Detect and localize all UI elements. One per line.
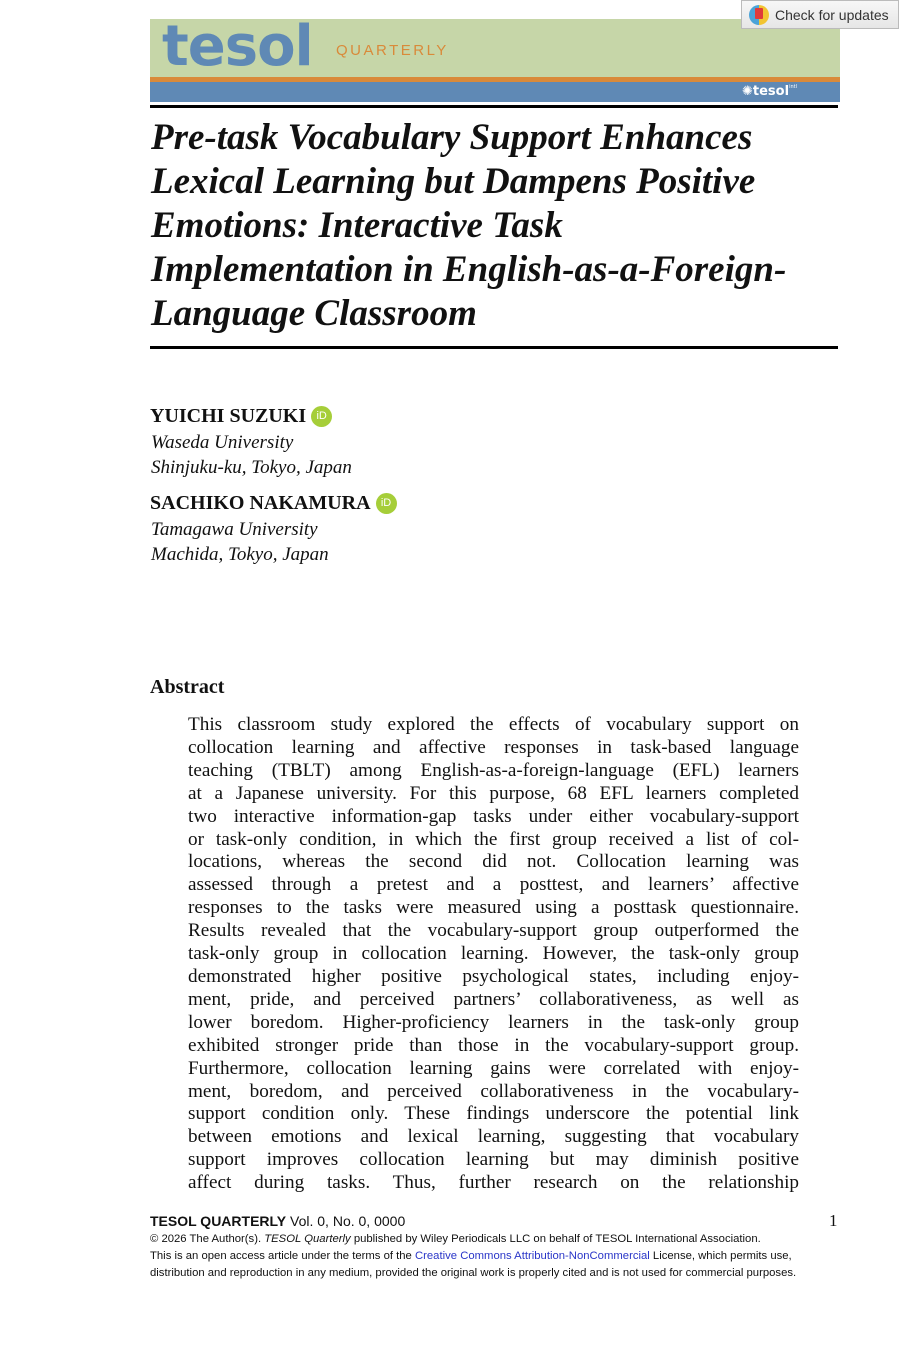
abstract-line: ment, boredom, and perceived collaborati… [188, 1080, 799, 1102]
license-link[interactable]: Creative Commons Attribution-NonCommerci… [414, 1250, 650, 1262]
abstract-line: locations, whereas the second did not. C… [188, 851, 799, 873]
bottom-rule [150, 346, 838, 349]
abstract-line: demonstrated higher positive psychologic… [188, 965, 799, 987]
abstract-line: support condition only. These findings u… [188, 1103, 799, 1125]
abstract-line: This classroom study explored the effect… [188, 714, 799, 735]
article-title: Pre-task Vocabulary Support Enhances Lex… [151, 116, 851, 336]
abstract-line: at a Japanese university. For this purpo… [188, 782, 799, 804]
journal-citation: TESOL QUARTERLY Vol. 0, No. 0, 0000 [150, 1213, 405, 1229]
affiliation-location: Machida, Tokyo, Japan [151, 544, 329, 565]
title-line: Pre-task Vocabulary Support Enhances [151, 117, 753, 158]
check-for-updates-button[interactable]: Check for updates [741, 0, 899, 29]
affiliation-institution: Tamagawa University [151, 519, 318, 540]
crossmark-icon [749, 4, 769, 25]
abstract-line: collocation learning and affective respo… [188, 736, 799, 758]
abstract-line: task-only group in collocation learning.… [188, 943, 799, 965]
volume-info: Vol. 0, No. 0, 0000 [290, 1213, 406, 1229]
abstract-line: responses to the tasks were measured usi… [188, 897, 799, 919]
logo-subtitle: QUARTERLY [336, 42, 449, 59]
abstract-line: Results revealed that the vocabulary-sup… [188, 920, 799, 942]
license-text: License, which permits use, distribution… [150, 1250, 797, 1279]
author-affiliation: Waseda University Shinjuku-ku, Tokyo, Ja… [151, 430, 352, 480]
abstract-line: support improves collocation learning bu… [188, 1149, 799, 1171]
tesol-logo: tesol [162, 14, 314, 79]
copyright-text: © 2026 The Author(s). [150, 1233, 265, 1245]
affiliation-institution: Waseda University [151, 432, 294, 453]
abstract-line: teaching (TBLT) among English-as-a-forei… [188, 759, 799, 781]
association-logo: ✺tesolintl [742, 84, 797, 99]
author-name-text: SACHIKO NAKAMURA [150, 492, 371, 514]
abstract-body: This classroom study explored the effect… [188, 714, 799, 1195]
banner-blue-stripe [150, 82, 840, 102]
author-affiliation: Tamagawa University Machida, Tokyo, Japa… [151, 517, 329, 567]
abstract-line: Furthermore, collocation learning gains … [188, 1057, 799, 1079]
affiliation-location: Shinjuku-ku, Tokyo, Japan [151, 457, 352, 478]
abstract-line: assessed through a pretest and a posttes… [188, 874, 799, 896]
copyright-text: published by Wiley Periodicals LLC on be… [350, 1233, 761, 1245]
author-name: SACHIKO NAKAMURA iD [150, 492, 397, 515]
abstract-line: lower boredom. Higher-proficiency learne… [188, 1011, 799, 1033]
check-updates-label: Check for updates [775, 6, 889, 23]
journal-italic: TESOL Quarterly [264, 1233, 351, 1245]
abstract-line: two interactive information-gap tasks un… [188, 805, 799, 827]
abstract-line: between emotions and lexical learning, s… [188, 1126, 799, 1148]
orcid-icon[interactable]: iD [375, 493, 397, 514]
license-text: This is an open access article under the… [150, 1250, 415, 1262]
abstract-line: ment, pride, and perceived partners’ col… [188, 988, 799, 1010]
page-number: 1 [829, 1211, 838, 1230]
journal-name: TESOL QUARTERLY [150, 1213, 287, 1229]
top-rule [150, 105, 838, 108]
copyright-notice: © 2026 The Author(s). TESOL Quarterly pu… [150, 1231, 840, 1282]
abstract-line: affect during tasks. Thus, further resea… [188, 1172, 799, 1194]
title-line: Lexical Learning but Dampens Positive [151, 161, 756, 202]
abstract-line: exhibited stronger pride than those in t… [188, 1034, 799, 1056]
title-line: Language Classroom [151, 293, 477, 334]
banner-orange-stripe [150, 77, 840, 82]
orcid-icon[interactable]: iD [311, 406, 333, 427]
author-name-text: YUICHI SUZUKI [150, 405, 307, 427]
title-line: Implementation in English-as-a-Foreign- [151, 249, 787, 290]
title-line: Emotions: Interactive Task [151, 205, 563, 246]
abstract-line: or task-only condition, in which the fir… [188, 828, 799, 850]
author-name: YUICHI SUZUKI iD [150, 405, 333, 428]
abstract-heading: Abstract [150, 676, 225, 698]
